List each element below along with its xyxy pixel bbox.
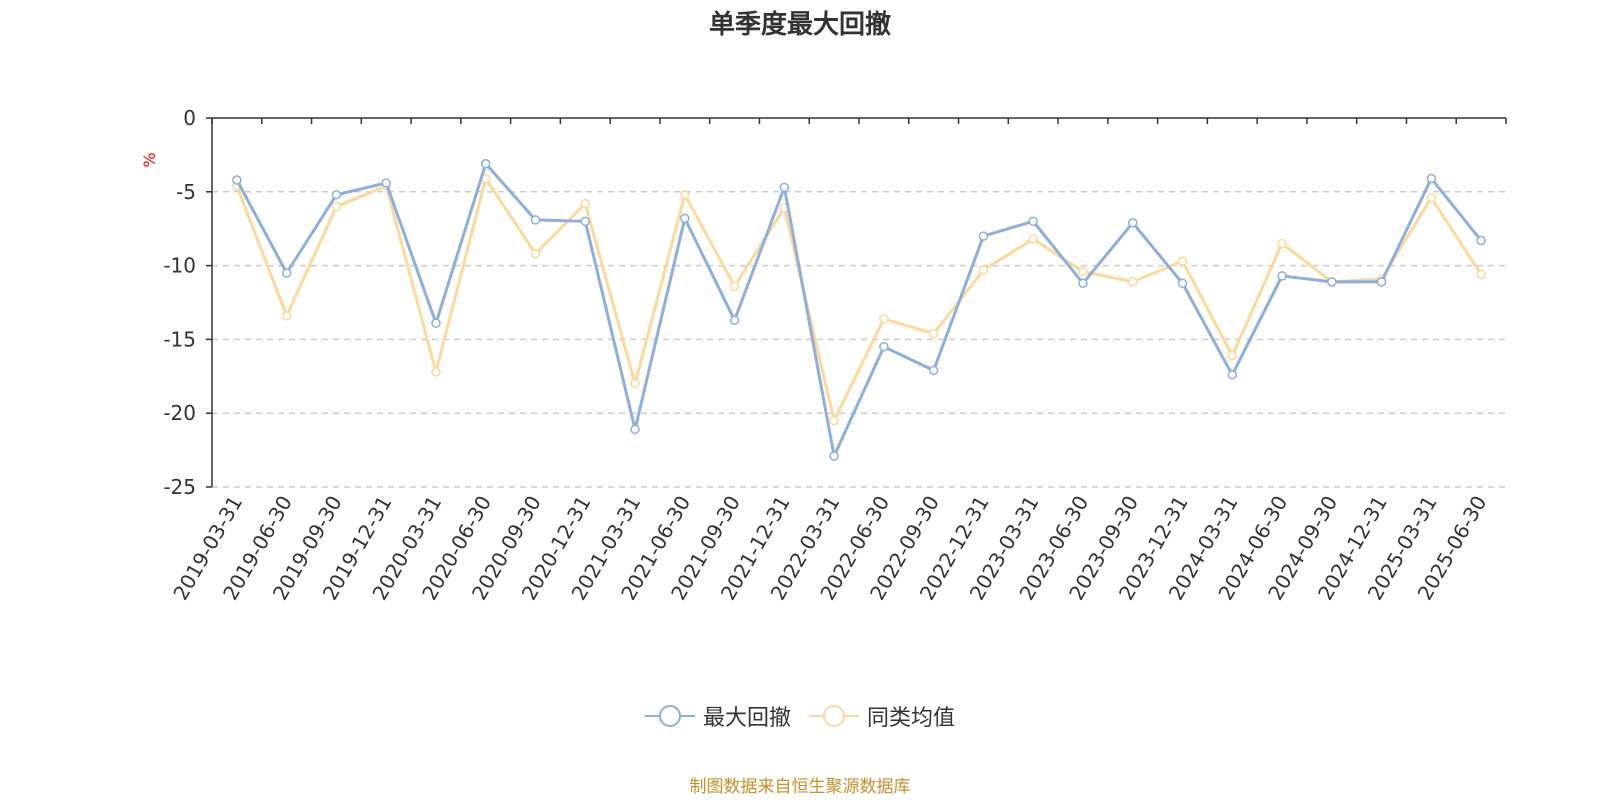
data-point — [928, 365, 939, 376]
data-point — [879, 342, 889, 352]
y-tick-label: -10 — [163, 254, 196, 278]
y-tick-label: 0 — [183, 106, 196, 130]
data-point — [1177, 256, 1188, 266]
data-point — [1277, 271, 1287, 281]
series-line — [235, 177, 1483, 423]
data-point — [978, 265, 989, 275]
axes — [206, 117, 1507, 488]
legend-line-circle-icon — [644, 705, 695, 727]
data-point — [1277, 238, 1287, 249]
data-point — [1127, 277, 1138, 287]
data-point — [1426, 192, 1437, 203]
data-point — [1177, 278, 1188, 289]
y-tick-labels: 0 -5 -10 -15 -20 -25 — [163, 106, 196, 499]
series-1 — [232, 159, 1486, 461]
data-point — [680, 190, 690, 200]
data-point — [1078, 266, 1088, 277]
data-point — [281, 268, 292, 278]
data-point — [530, 215, 541, 225]
data-point — [1028, 234, 1038, 244]
data-point — [480, 159, 491, 169]
series-lines — [232, 159, 1486, 461]
data-point — [729, 315, 740, 325]
y-tick-label: -5 — [176, 180, 196, 204]
data-point — [779, 182, 790, 193]
data-point — [580, 216, 591, 227]
chart-title: 单季度最大回撤 — [708, 10, 891, 40]
y-tick-label: -25 — [163, 475, 196, 499]
line-chart: 0 -5 -10 -15 -20 -25 2019-03-312019-06-302019… — [163, 106, 1507, 604]
data-point — [1127, 218, 1138, 228]
data-point — [630, 424, 640, 435]
data-point — [829, 451, 839, 461]
data-point — [530, 249, 541, 259]
data-point — [1476, 235, 1486, 246]
data-point — [1476, 269, 1486, 280]
data-point — [829, 415, 839, 426]
y-tick-label: -15 — [163, 327, 196, 351]
grid-lines — [212, 191, 1506, 488]
data-point — [1376, 277, 1387, 287]
legend-label-max-drawdown: 最大回撤 — [702, 706, 791, 731]
data-point — [729, 281, 740, 292]
legend-item-max-drawdown[interactable]: 最大回撤 — [644, 700, 791, 732]
legend: 最大回撤 同类均值 — [0, 700, 1600, 732]
series-2 — [232, 173, 1486, 426]
data-point — [1227, 350, 1238, 361]
data-point — [331, 190, 342, 200]
data-point — [1227, 370, 1238, 380]
data-point — [1426, 173, 1437, 184]
data-point — [431, 318, 441, 328]
data-point — [928, 328, 939, 339]
legend-item-peer-average[interactable]: 同类均值 — [809, 700, 955, 732]
data-point — [1078, 278, 1088, 289]
data-point — [281, 311, 292, 321]
data-point — [580, 198, 591, 209]
y-tick-label: -20 — [163, 401, 196, 425]
legend-line-circle-icon — [809, 705, 859, 727]
data-point — [680, 213, 690, 224]
data-point — [630, 378, 640, 389]
data-point — [431, 367, 441, 377]
data-point — [1028, 216, 1038, 227]
series-line — [235, 162, 1483, 458]
legend-label-peer-average: 同类均值 — [867, 706, 956, 731]
data-point — [331, 201, 342, 212]
data-point — [381, 178, 391, 188]
data-point — [879, 313, 889, 324]
data-point — [978, 231, 989, 241]
data-point — [1327, 277, 1337, 287]
data-point — [232, 175, 242, 185]
source-note: 制图数据来自恒生聚源数据库 — [689, 777, 911, 797]
x-tick-labels: 2019-03-312019-06-302019-09-302019-12-31… — [168, 491, 1491, 604]
